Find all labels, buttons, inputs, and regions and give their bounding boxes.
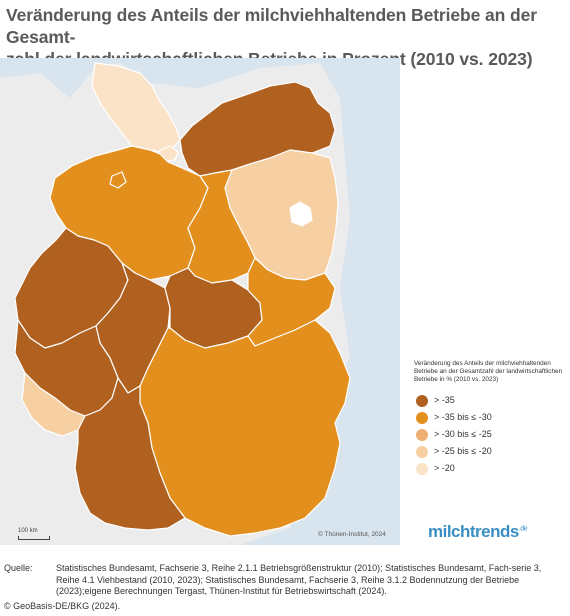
legend-swatch [416, 395, 428, 407]
brand-logo: milchtrends.de [428, 522, 528, 542]
legend: Veränderung des Anteils der milchviehhal… [414, 360, 564, 479]
scale-bar [18, 536, 50, 540]
legend-swatch [416, 429, 428, 441]
legend-title: Veränderung des Anteils der milchviehhal… [414, 360, 563, 383]
brand-suffix: .de [518, 525, 528, 533]
legend-item: > -30 bis ≤ -25 [414, 428, 564, 443]
legend-item: > -25 bis ≤ -20 [414, 445, 564, 460]
legend-swatch [416, 463, 428, 475]
legend-label: > -35 [434, 395, 455, 405]
legend-label: > -25 bis ≤ -20 [434, 446, 492, 456]
map-title-line-1: Veränderung des Anteils der milchviehhal… [6, 5, 537, 47]
legend-item: > -35 bis ≤ -30 [414, 411, 564, 426]
state-bremen [109, 171, 127, 189]
legend-label: > -30 bis ≤ -25 [434, 429, 492, 439]
brand-name: milchtrends [428, 522, 519, 541]
legend-item: > -20 [414, 462, 564, 477]
map-copyright: © Thünen-Institut, 2024 [318, 531, 386, 538]
state-schleswig-holstein [91, 62, 181, 154]
germany-map [0, 62, 351, 545]
state-baden-wuerttemberg [74, 377, 186, 531]
legend-swatch [416, 412, 428, 424]
source-text: Statistisches Bundesamt, Fachserie 3, Re… [56, 563, 542, 596]
scale-label: 100 km [18, 528, 38, 534]
legend-label: > -35 bis ≤ -30 [434, 412, 492, 422]
legend-item: > -35 [414, 394, 564, 409]
map-frame [0, 58, 400, 545]
legend-label: > -20 [434, 463, 455, 473]
state-sachsen-anhalt [187, 169, 256, 284]
source-label: Quelle: [4, 563, 33, 573]
legend-swatch [416, 446, 428, 458]
geobasis-copyright: © GeoBasis-DE/BKG (2024). [4, 601, 121, 611]
state-berlin [289, 201, 313, 227]
